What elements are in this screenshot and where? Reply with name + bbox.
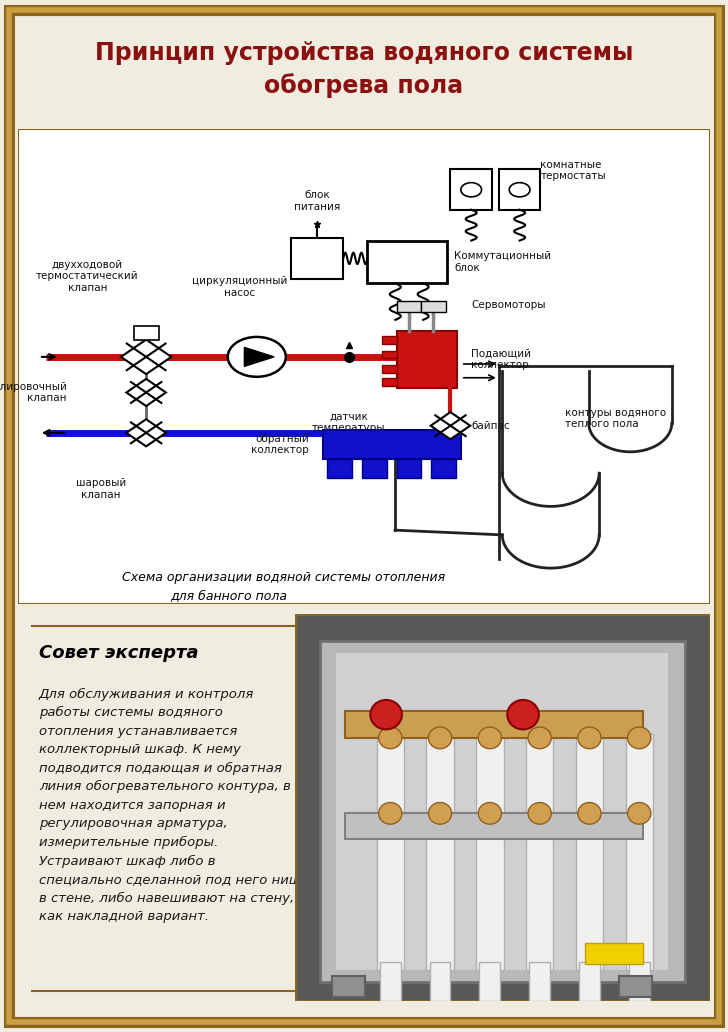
Circle shape [429,803,451,825]
Bar [382,379,397,386]
Bar [585,943,644,964]
Text: байпас: байпас [471,421,510,430]
Circle shape [528,727,551,749]
Circle shape [478,803,502,825]
Circle shape [528,803,551,825]
Circle shape [628,803,651,825]
Bar [431,459,456,478]
Bar [336,652,668,970]
Text: датчик
температуры
воды: датчик температуры воды [312,412,386,445]
Circle shape [228,336,286,377]
Bar [134,326,159,340]
Circle shape [461,183,482,197]
Bar [382,365,397,373]
Text: обратный
коллектор: обратный коллектор [251,433,309,455]
Text: контуры водяного
теплого пола: контуры водяного теплого пола [565,408,665,429]
Text: Схема организации водяной системы отопления: Схема организации водяной системы отопле… [122,571,445,584]
Bar [344,711,644,738]
Text: Подающий
коллектор: Подающий коллектор [471,349,531,370]
Bar [619,976,652,997]
Text: шаровый
клапан: шаровый клапан [76,478,127,499]
Bar [499,169,540,209]
Bar [382,336,397,344]
Polygon shape [127,379,166,406]
Text: Коммутационный
блок: Коммутационный блок [454,251,551,272]
Text: циркуляционный
насос: циркуляционный насос [191,276,288,297]
Bar [576,734,604,970]
Text: для банного пола: для банного пола [170,588,288,602]
Circle shape [578,803,601,825]
Circle shape [509,183,530,197]
Text: блок
питания: блок питания [294,191,341,213]
Bar [476,734,504,970]
Bar [332,976,365,997]
Bar [526,734,553,970]
Bar [380,962,400,1001]
Bar [427,734,454,970]
Circle shape [628,727,651,749]
Circle shape [371,700,402,730]
Text: Принцип устройства водяного системы
обогрева пола: Принцип устройства водяного системы обог… [95,41,633,98]
Text: комнатные
термостаты: комнатные термостаты [540,160,606,182]
Bar [397,459,422,478]
Bar [421,301,446,312]
Circle shape [379,803,402,825]
Bar [430,962,451,1001]
FancyBboxPatch shape [18,129,710,604]
Polygon shape [431,412,470,440]
Bar [323,430,461,459]
Bar [529,962,550,1001]
Bar [629,962,649,1001]
Polygon shape [245,348,274,366]
Bar [344,813,644,838]
Bar [368,240,447,283]
Bar [451,169,492,209]
Circle shape [379,727,402,749]
Text: Совет эксперта: Совет эксперта [39,644,199,662]
Bar [328,459,352,478]
Bar [625,734,653,970]
Circle shape [478,727,502,749]
Bar [320,641,685,981]
Bar [579,962,600,1001]
Polygon shape [127,419,166,447]
Text: двухходовой
термостатический
клапан: двухходовой термостатический клапан [36,260,138,293]
Bar [382,351,397,358]
Text: регулировочный
клапан: регулировочный клапан [0,382,67,404]
Bar [362,459,387,478]
Bar [376,734,404,970]
Circle shape [507,700,539,730]
Bar [397,301,422,312]
Polygon shape [121,340,171,375]
Text: Для обслуживания и контроля
работы системы водяного
отопления устанавливается
ко: Для обслуживания и контроля работы систе… [39,687,309,924]
Bar [397,330,457,388]
Bar [480,962,500,1001]
Circle shape [578,727,601,749]
Bar [291,238,344,279]
Circle shape [429,727,451,749]
Text: Сервомоторы: Сервомоторы [471,299,546,310]
